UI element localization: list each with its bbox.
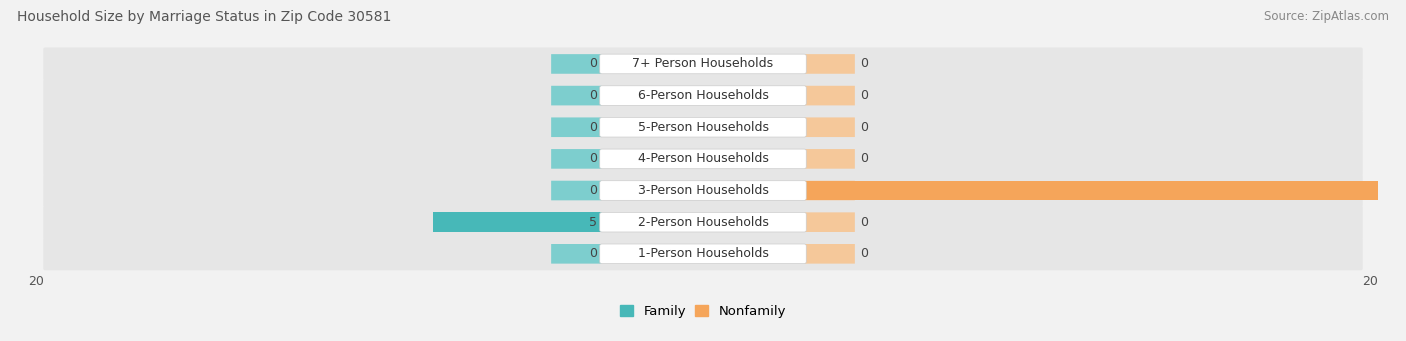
FancyBboxPatch shape [600, 212, 806, 232]
FancyBboxPatch shape [600, 149, 806, 169]
Bar [433, 212, 602, 232]
FancyBboxPatch shape [551, 244, 602, 264]
Text: 0: 0 [589, 57, 596, 71]
Text: Source: ZipAtlas.com: Source: ZipAtlas.com [1264, 10, 1389, 23]
Text: 0: 0 [589, 184, 596, 197]
FancyBboxPatch shape [600, 244, 806, 264]
Text: 4-Person Households: 4-Person Households [637, 152, 769, 165]
Text: 7+ Person Households: 7+ Person Households [633, 57, 773, 71]
Text: 6-Person Households: 6-Person Households [637, 89, 769, 102]
FancyBboxPatch shape [600, 181, 806, 200]
FancyBboxPatch shape [44, 206, 1362, 239]
FancyBboxPatch shape [804, 117, 855, 137]
FancyBboxPatch shape [804, 86, 855, 105]
FancyBboxPatch shape [551, 54, 602, 74]
FancyBboxPatch shape [44, 143, 1362, 175]
Text: 0: 0 [860, 216, 868, 229]
FancyBboxPatch shape [804, 149, 855, 169]
FancyBboxPatch shape [804, 244, 855, 264]
FancyBboxPatch shape [44, 79, 1362, 112]
FancyBboxPatch shape [804, 212, 855, 232]
Text: 0: 0 [860, 152, 868, 165]
FancyBboxPatch shape [44, 111, 1362, 144]
Text: Household Size by Marriage Status in Zip Code 30581: Household Size by Marriage Status in Zip… [17, 10, 391, 24]
Text: 1-Person Households: 1-Person Households [637, 247, 769, 260]
Text: 0: 0 [860, 89, 868, 102]
Text: 3-Person Households: 3-Person Households [637, 184, 769, 197]
FancyBboxPatch shape [600, 117, 806, 137]
FancyBboxPatch shape [551, 149, 602, 169]
Text: 0: 0 [860, 247, 868, 260]
Text: 20: 20 [1362, 275, 1378, 288]
FancyBboxPatch shape [804, 54, 855, 74]
FancyBboxPatch shape [551, 181, 602, 200]
FancyBboxPatch shape [44, 47, 1362, 80]
Text: 0: 0 [589, 121, 596, 134]
Text: 5: 5 [589, 216, 596, 229]
Text: 5-Person Households: 5-Person Households [637, 121, 769, 134]
FancyBboxPatch shape [44, 174, 1362, 207]
Text: 0: 0 [589, 89, 596, 102]
Text: 0: 0 [589, 247, 596, 260]
FancyBboxPatch shape [804, 181, 855, 200]
FancyBboxPatch shape [551, 86, 602, 105]
Text: 0: 0 [860, 121, 868, 134]
Text: 0: 0 [589, 152, 596, 165]
Legend: Family, Nonfamily: Family, Nonfamily [614, 300, 792, 323]
Bar [804, 181, 1406, 200]
Text: 0: 0 [860, 57, 868, 71]
Text: 20: 20 [28, 275, 44, 288]
FancyBboxPatch shape [44, 237, 1362, 270]
FancyBboxPatch shape [551, 117, 602, 137]
Text: 2-Person Households: 2-Person Households [637, 216, 769, 229]
FancyBboxPatch shape [600, 54, 806, 74]
FancyBboxPatch shape [600, 86, 806, 105]
FancyBboxPatch shape [551, 212, 602, 232]
